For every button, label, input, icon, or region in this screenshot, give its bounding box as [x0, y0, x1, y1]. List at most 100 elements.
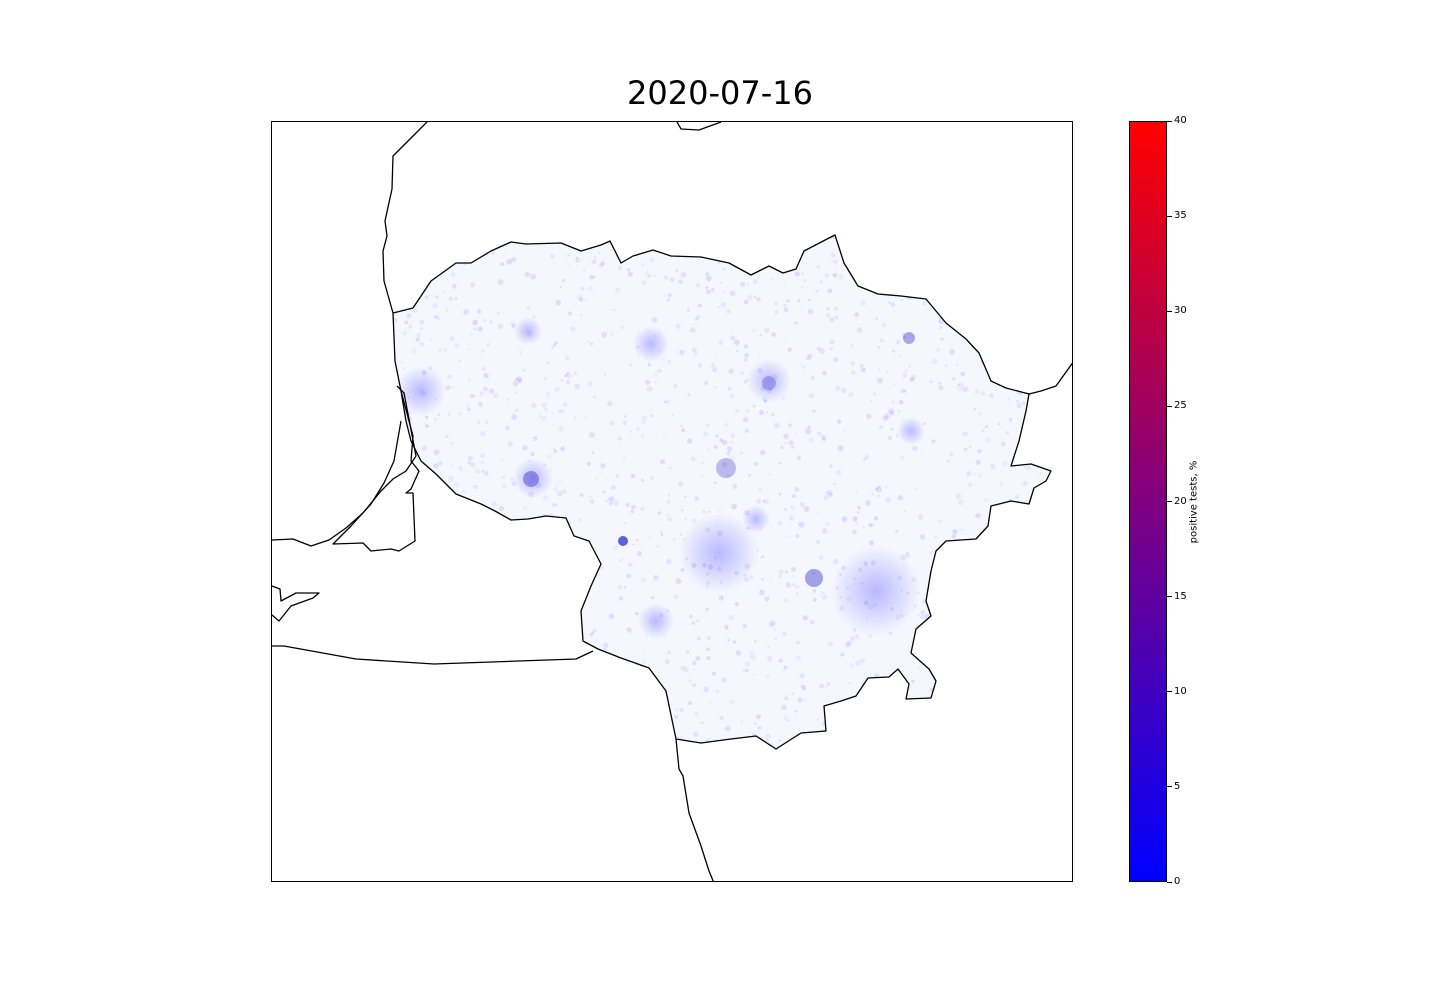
- test-point: [585, 320, 588, 323]
- test-point: [694, 711, 699, 717]
- test-point: [567, 311, 573, 316]
- test-point: [937, 740, 943, 746]
- test-point: [624, 521, 627, 524]
- test-point: [669, 246, 674, 251]
- test-point: [503, 741, 508, 746]
- test-point: [1015, 399, 1020, 403]
- test-point: [881, 716, 885, 720]
- test-point: [701, 509, 707, 515]
- map-panel[interactable]: [271, 121, 1073, 882]
- test-point: [674, 714, 679, 719]
- test-point: [673, 384, 678, 389]
- test-point: [859, 363, 864, 368]
- test-point: [417, 245, 421, 248]
- test-point: [548, 689, 553, 694]
- test-point: [544, 408, 548, 411]
- test-point: [573, 371, 578, 376]
- test-point: [433, 745, 438, 749]
- test-point: [744, 428, 750, 434]
- test-point: [846, 640, 852, 646]
- test-point: [696, 314, 701, 319]
- test-point: [876, 486, 882, 493]
- test-point: [733, 339, 740, 346]
- test-point: [936, 348, 941, 353]
- test-point: [903, 389, 907, 393]
- kaliningrad-coast: [272, 585, 320, 622]
- test-point: [481, 461, 484, 464]
- test-point: [778, 569, 784, 575]
- test-point: [855, 660, 862, 666]
- test-point: [978, 316, 981, 320]
- test-point: [788, 534, 791, 538]
- test-point: [408, 324, 413, 329]
- test-point: [419, 319, 425, 325]
- test-point: [420, 327, 424, 330]
- test-point: [635, 538, 639, 542]
- test-point: [721, 677, 727, 683]
- test-point: [445, 385, 451, 391]
- test-point: [442, 559, 445, 563]
- test-point: [791, 445, 794, 449]
- test-point: [975, 512, 982, 519]
- test-point: [990, 463, 996, 469]
- test-point: [696, 636, 701, 641]
- test-point: [934, 721, 937, 725]
- test-point: [621, 557, 624, 560]
- test-point: [729, 290, 736, 297]
- test-point: [739, 748, 744, 749]
- test-point: [526, 305, 531, 311]
- colorbar-tick-label: 25: [1174, 400, 1187, 412]
- test-point: [1036, 324, 1042, 331]
- test-point: [850, 344, 854, 348]
- test-point: [827, 641, 834, 647]
- test-point: [900, 388, 905, 394]
- test-point: [994, 651, 997, 655]
- test-point: [943, 657, 946, 660]
- test-point: [944, 364, 948, 367]
- test-point: [560, 409, 565, 413]
- test-point: [755, 714, 761, 720]
- test-point: [807, 425, 811, 429]
- test-point: [784, 665, 788, 669]
- test-point: [602, 661, 606, 665]
- test-point: [794, 321, 798, 325]
- test-point: [977, 448, 982, 454]
- test-point: [1002, 461, 1008, 467]
- test-point: [597, 654, 602, 659]
- test-point: [476, 605, 480, 608]
- test-point: [713, 445, 718, 449]
- test-point: [952, 529, 958, 535]
- test-point: [453, 482, 459, 488]
- test-point: [997, 552, 1004, 558]
- test-point: [1016, 246, 1021, 250]
- test-point: [662, 433, 665, 437]
- test-point: [539, 745, 543, 749]
- test-point: [787, 347, 792, 352]
- test-point: [791, 567, 796, 572]
- test-point: [645, 687, 652, 694]
- test-point: [778, 574, 782, 579]
- colorbar-tick-label: 20: [1174, 495, 1187, 507]
- test-point: [998, 506, 1002, 510]
- test-point: [942, 282, 946, 285]
- test-point: [1024, 670, 1028, 674]
- test-point: [920, 610, 926, 615]
- test-point: [777, 521, 782, 526]
- test-point: [470, 282, 475, 288]
- test-point: [780, 446, 784, 450]
- test-point: [722, 290, 726, 293]
- test-point: [822, 594, 828, 600]
- test-point: [844, 642, 850, 649]
- test-point: [408, 467, 413, 471]
- test-point: [749, 650, 754, 655]
- hotspot: [396, 366, 446, 416]
- test-point: [551, 569, 555, 574]
- test-point: [704, 381, 708, 385]
- test-point: [783, 307, 789, 313]
- test-point: [1024, 464, 1031, 471]
- test-point: [963, 447, 968, 452]
- test-point: [937, 641, 941, 645]
- test-point: [490, 687, 493, 690]
- test-point: [632, 543, 636, 547]
- test-point: [541, 720, 545, 725]
